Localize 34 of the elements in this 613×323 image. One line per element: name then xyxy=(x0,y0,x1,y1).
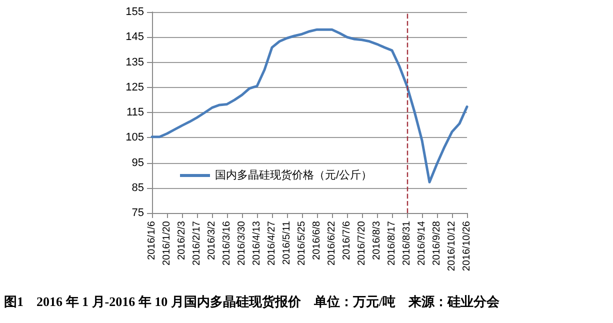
x-tick-label: 2016/5/11 xyxy=(282,220,292,265)
caption: 图1 2016 年 1 月-2016 年 10 月国内多晶硅现货报价 单位：万元/吨 来源：硅业分会 xyxy=(4,293,500,311)
x-tick-label: 2016/4/27 xyxy=(266,220,278,266)
x-tick-label: 2016/10/12 xyxy=(446,220,458,272)
x-tick-label: 2016/10/26 xyxy=(462,220,472,272)
x-tick-label: 2016/1/6 xyxy=(146,220,158,260)
x-tick-label: 2016/8/3 xyxy=(372,220,382,260)
x-tick-label: 2016/3/30 xyxy=(236,220,248,266)
y-tick-label: 95 xyxy=(132,156,144,169)
x-tick-label: 2016/7/20 xyxy=(356,220,368,266)
legend-label: 国内多晶硅现货价格（元/公斤） xyxy=(215,168,372,182)
y-tick-label: 125 xyxy=(126,81,144,94)
y-tick-label: 85 xyxy=(132,182,144,194)
x-tick-label: 2016/8/31 xyxy=(402,220,412,266)
x-tick-label: 2016/6/22 xyxy=(326,220,338,266)
y-tick-label: 105 xyxy=(126,132,144,144)
y-tick-label: 145 xyxy=(126,31,144,44)
x-tick-label: 2016/5/25 xyxy=(296,220,308,266)
x-tick-label: 2016/9/28 xyxy=(432,220,442,266)
x-tick-label: 2016/9/14 xyxy=(416,220,428,266)
y-tick-label: 135 xyxy=(126,56,144,68)
x-tick-label: 2016/2/3 xyxy=(176,220,188,260)
line-series xyxy=(150,28,468,184)
x-tick-label: 2016/2/17 xyxy=(192,220,202,266)
x-tick-label: 2016/8/17 xyxy=(386,220,398,266)
x-tick-label: 2016/7/6 xyxy=(342,220,352,260)
y-tick-label: 75 xyxy=(132,207,144,219)
x-tick-label: 2016/3/16 xyxy=(222,220,232,266)
y-tick-label: 115 xyxy=(126,106,144,118)
x-tick-label: 2016/3/2 xyxy=(206,220,218,260)
y-tick-label: 155 xyxy=(126,6,144,18)
x-tick-label: 2016/6/8 xyxy=(312,220,322,260)
x-tick-label: 2016/4/13 xyxy=(252,220,262,266)
x-tick-label: 2016/1/20 xyxy=(162,220,172,266)
